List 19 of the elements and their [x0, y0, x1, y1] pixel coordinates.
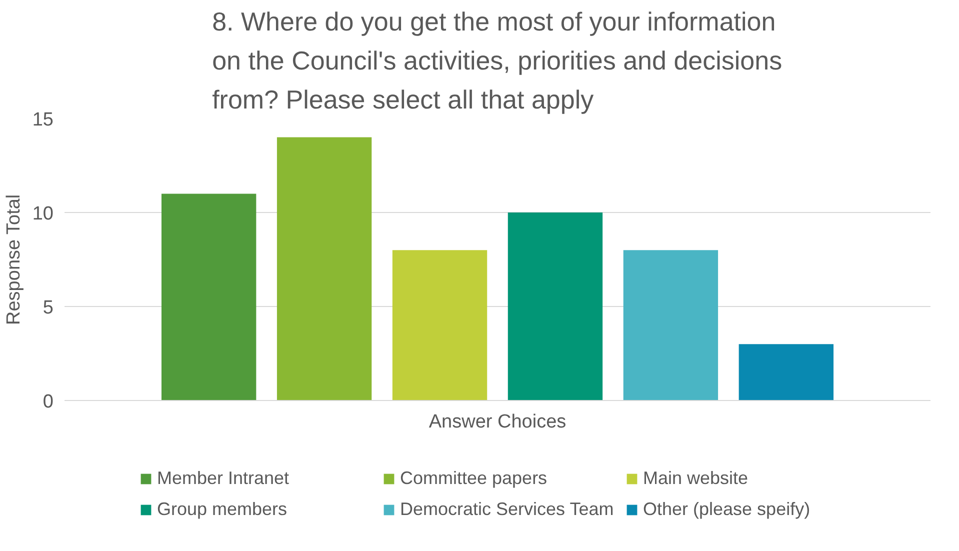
legend-label: Democratic Services Team: [400, 499, 615, 520]
legend-label: Member Intranet: [157, 468, 290, 489]
bar: [392, 250, 488, 400]
bar: [161, 194, 256, 400]
x-tick-label: Answer Choices: [428, 412, 566, 432]
legend-label: Group members: [157, 499, 288, 520]
bar: [623, 250, 718, 400]
y-tick-label: 10: [32, 204, 54, 224]
bar: [508, 212, 603, 400]
y-tick-label: 0: [42, 392, 54, 412]
legend-label: Main website: [643, 468, 750, 489]
bar: [738, 344, 834, 400]
chart-title: 8. Where do you get the most of your information on the Council's activities, priorities and decisions from? Please select all that apply: [212, 6, 782, 114]
bar: [276, 137, 372, 400]
y-axis-title: Response Total: [3, 194, 24, 325]
y-tick-label: 15: [32, 110, 54, 130]
legend-label: Other (please speify): [643, 499, 812, 520]
legend-label: Committee papers: [400, 468, 548, 489]
y-tick-label: 5: [42, 298, 54, 318]
